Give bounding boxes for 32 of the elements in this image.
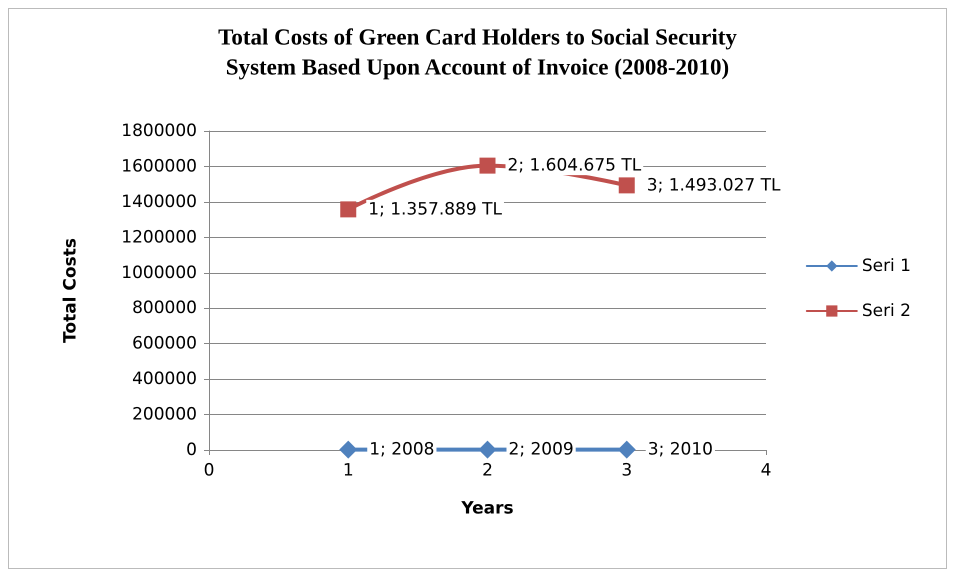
point	[618, 177, 635, 194]
y-tick-label: 1200000	[121, 227, 197, 248]
data-label: 1; 2008	[369, 440, 434, 460]
data-label: 3; 1.493.027 TL	[646, 175, 782, 196]
point	[618, 440, 636, 459]
data-label: 3; 2010	[648, 440, 713, 460]
point	[478, 440, 496, 459]
y-tick-label: 800000	[132, 298, 197, 318]
legend-label: Seri 2	[862, 301, 912, 321]
x-tick-label: 1	[342, 460, 354, 480]
x-axis-title: Years	[460, 498, 514, 518]
y-tick-label: 600000	[132, 334, 197, 354]
y-tick-label: 0	[186, 440, 197, 460]
x-tick-label: 4	[760, 460, 772, 480]
y-tick-label: 200000	[132, 404, 197, 425]
y-tick-label: 1400000	[121, 192, 197, 212]
point	[339, 440, 358, 459]
point	[340, 201, 356, 218]
data-label: 1; 1.357.889 TL	[368, 199, 503, 220]
y-tick-label: 1600000	[121, 156, 197, 176]
x-tick-label: 3	[621, 460, 632, 480]
y-tick-label: 1800000	[121, 121, 197, 141]
y-axis-title: Total Costs	[60, 238, 80, 343]
chart-title: Total Costs of Green Card Holders to Social Security System Based Upon Account of Invoice (2008-2010)	[218, 24, 738, 80]
point	[480, 158, 496, 174]
y-tick-label: 1000000	[121, 262, 197, 283]
y-tick-label: 400000	[132, 369, 197, 390]
legend-label: Seri 1	[862, 256, 912, 276]
data-label: 2; 2009	[508, 440, 574, 460]
data-label: 2; 1.604.675 TL	[508, 156, 642, 176]
x-tick-label: 0	[204, 460, 214, 480]
x-tick-label: 2	[482, 460, 493, 480]
